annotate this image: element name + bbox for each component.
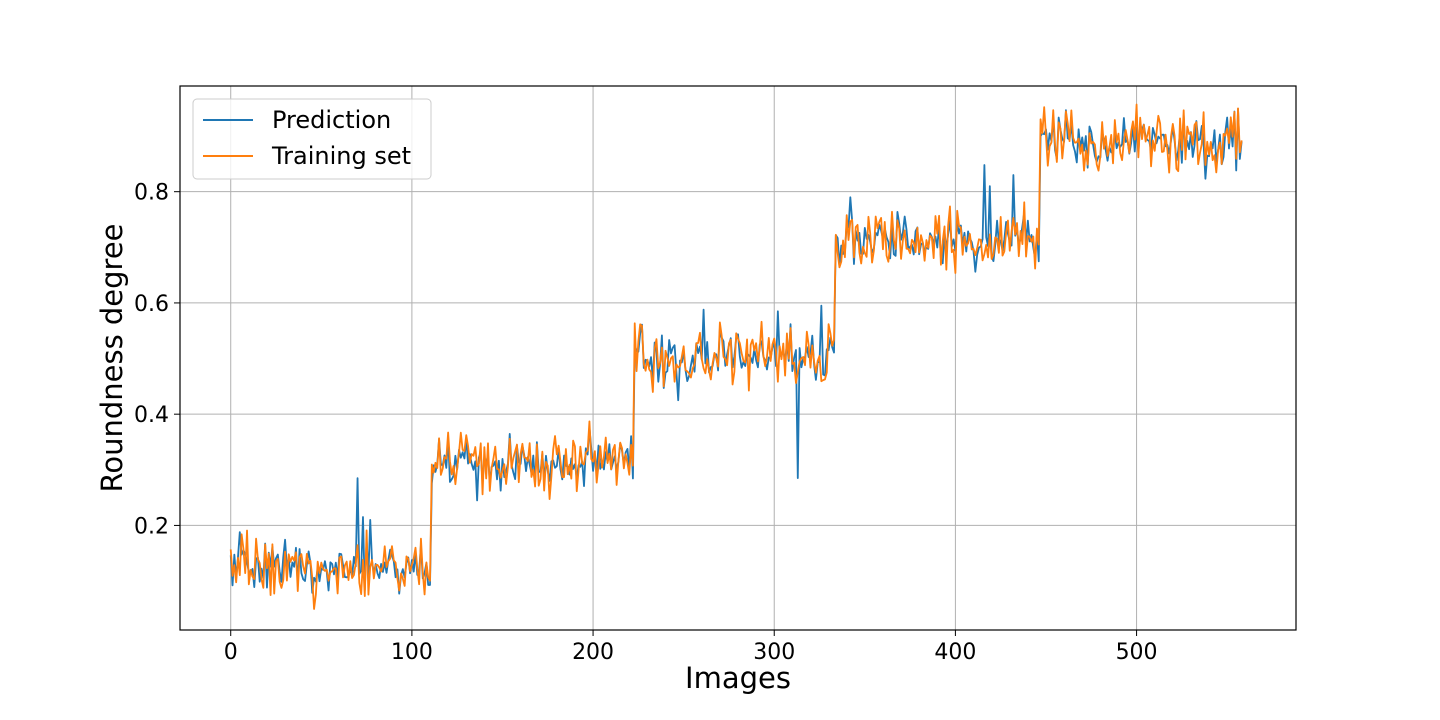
x-tick-label: 400 [934,640,976,665]
x-tick-label: 200 [572,640,614,665]
series-layer [229,103,1243,610]
x-axis-label: Images [685,661,791,695]
legend-label-prediction: Prediction [272,106,391,134]
y-tick-label: 0.8 [134,181,169,206]
y-tick-label: 0.4 [134,403,169,428]
plot-frame [179,85,1297,631]
y-tick-label: 0.2 [134,514,169,539]
legend: Prediction Training set [192,98,432,180]
x-tick-label: 300 [753,640,795,665]
legend-label-training-set: Training set [271,142,411,170]
series-line-training-set [229,103,1243,610]
x-tick-label: 100 [391,640,433,665]
y-axis-label: Roundness degree [95,223,129,492]
x-tick-label: 0 [224,640,238,665]
x-tick-label: 500 [1116,640,1158,665]
grid-lines [180,86,1296,630]
axis-ticks: 0 100 200 300 400 500 0.2 0.4 0.6 0.8 [134,181,1158,665]
y-tick-label: 0.6 [134,292,169,317]
